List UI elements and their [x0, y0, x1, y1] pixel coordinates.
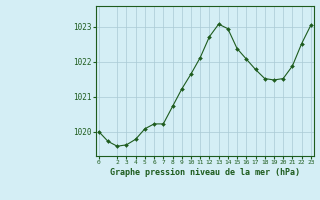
- X-axis label: Graphe pression niveau de la mer (hPa): Graphe pression niveau de la mer (hPa): [110, 168, 300, 177]
